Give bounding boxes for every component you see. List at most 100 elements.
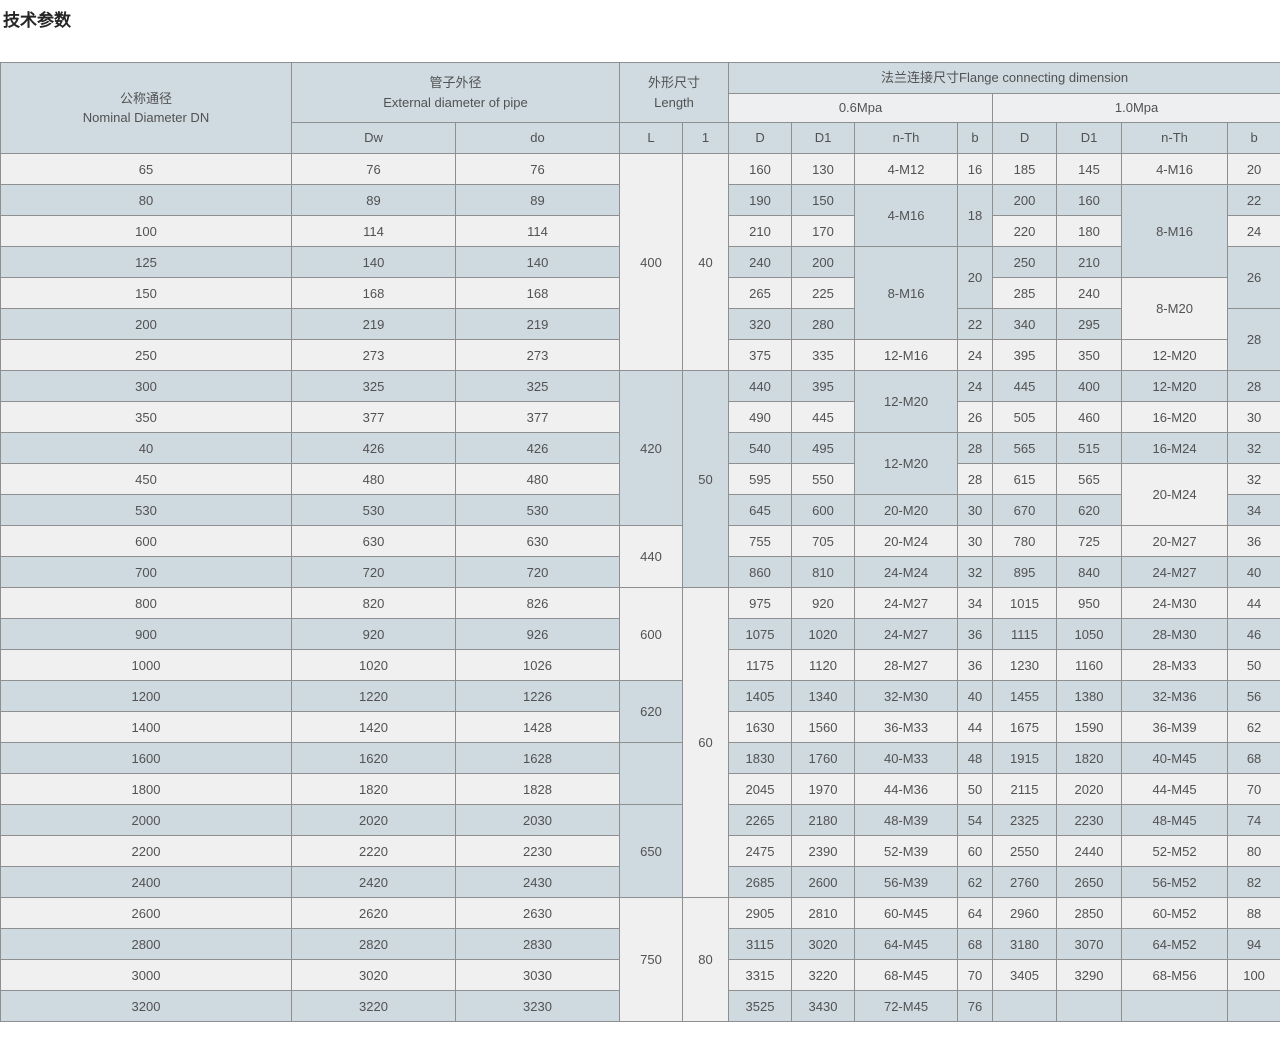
table-cell: 24 <box>957 370 994 402</box>
table-cell: 68-M56 <box>1121 959 1229 991</box>
table-cell: 12-M20 <box>854 370 959 433</box>
table-cell: 630 <box>291 525 456 557</box>
table-cell: 100 <box>0 215 292 247</box>
table-cell: 89 <box>291 184 456 216</box>
table-row: 2400 2420 2430 2685 2600 56-M39 62 2760 2650 56-M… <box>0 866 1280 898</box>
table-cell: 60 <box>957 835 994 867</box>
table-row: 1800 1820 1828 2045 1970 44-M36 50 2115 2020 44-M… <box>0 773 1280 805</box>
table-cell: 620 <box>1056 494 1123 526</box>
table-cell: 12-M20 <box>1121 370 1229 402</box>
table-cell: 1428 <box>455 711 620 743</box>
table-cell: 28 <box>1227 308 1280 371</box>
table-cell: 12-M20 <box>854 432 959 495</box>
table-cell: 950 <box>1056 587 1123 619</box>
table-cell: 65 <box>0 153 292 185</box>
table-cell: 1226 <box>455 680 620 712</box>
table-cell: 3180 <box>992 928 1058 960</box>
table-cell: 1200 <box>0 680 292 712</box>
table-cell: 3000 <box>0 959 292 991</box>
table-cell: 2620 <box>291 897 456 929</box>
table-cell: 28 <box>957 432 994 464</box>
table-cell: 2850 <box>1056 897 1123 929</box>
table-cell: 565 <box>1056 463 1123 495</box>
table-cell: 16-M24 <box>1121 432 1229 464</box>
table-cell: 3115 <box>728 928 793 960</box>
table-cell: 20-M20 <box>854 494 959 526</box>
table-cell: 56 <box>1227 680 1280 712</box>
table-cell: 44 <box>957 711 994 743</box>
table-cell: 530 <box>0 494 292 526</box>
table-cell: 74 <box>1227 804 1280 836</box>
header-pipe-en: External diameter of pipe <box>383 94 528 110</box>
table-cell: 840 <box>1056 556 1123 588</box>
table-cell: 26 <box>1227 246 1280 309</box>
table-cell: 630 <box>455 525 620 557</box>
table-cell: 1340 <box>791 680 856 712</box>
table-cell: 40 <box>957 680 994 712</box>
table-cell: 40 <box>681 153 730 371</box>
table-cell: 34 <box>957 587 994 619</box>
table-cell: 70 <box>1227 773 1280 805</box>
table-row: 600 630 630 440 755 705 20-M24 30 780 725 20-M27 36 <box>0 525 1280 588</box>
table-cell: 2820 <box>291 928 456 960</box>
page-title: 技术参数 <box>3 11 71 30</box>
table-cell: 60-M45 <box>854 897 959 929</box>
table-cell: 725 <box>1056 525 1123 557</box>
table-cell: 40 <box>1227 556 1280 588</box>
table-cell: 595 <box>728 463 793 495</box>
table-cell <box>1227 990 1280 1022</box>
table-cell: 1828 <box>455 773 620 805</box>
table-cell: 24-M24 <box>854 556 959 588</box>
table-cell: 68 <box>957 928 994 960</box>
table-cell: 1820 <box>1056 742 1123 774</box>
table-cell: 550 <box>791 463 856 495</box>
table-cell: 240 <box>1056 277 1123 309</box>
table-cell: 1015 <box>992 587 1058 619</box>
table-cell: 480 <box>291 463 456 495</box>
table-cell: 48 <box>957 742 994 774</box>
table-cell: 28-M33 <box>1121 649 1229 681</box>
table-cell: 2600 <box>791 866 856 898</box>
table-cell: 2760 <box>992 866 1058 898</box>
table-cell: 36 <box>957 618 994 650</box>
table-cell: 565 <box>992 432 1058 464</box>
table-cell: 1220 <box>291 680 456 712</box>
table-cell: 240 <box>728 246 793 278</box>
table-cell <box>619 742 683 805</box>
table-row: 2000 2020 2030 650 2265 2180 48-M39 54 2325 2230 4… <box>0 804 1280 898</box>
table-cell: 530 <box>291 494 456 526</box>
table-row: 80 89 89 190 150 4-M16 18 200 160 8-M16 22 <box>0 184 1280 278</box>
table-cell: 28-M30 <box>1121 618 1229 650</box>
table-cell: 180 <box>1056 215 1123 247</box>
table-cell: 64-M45 <box>854 928 959 960</box>
table-row: 1400 1420 1428 1630 1560 36-M33 44 1675 1590 36-M… <box>0 711 1280 743</box>
table-cell: 60 <box>681 587 730 898</box>
header-length-en: Length <box>654 94 694 110</box>
table-cell: 350 <box>0 401 292 433</box>
spec-table: 公称通径 Nominal Diameter DN 管子外径 External d… <box>0 62 1280 1022</box>
table-cell: 1675 <box>992 711 1058 743</box>
table-cell: 32-M36 <box>1121 680 1229 712</box>
table-cell: 1620 <box>291 742 456 774</box>
table-cell: 3315 <box>728 959 793 991</box>
header-pressure-06: 0.6Mpa <box>728 93 994 123</box>
table-cell: 50 <box>1227 649 1280 681</box>
table-cell: 30 <box>957 525 994 557</box>
table-cell: 1600 <box>0 742 292 774</box>
table-cell: 40-M45 <box>1121 742 1229 774</box>
table-cell: 426 <box>455 432 620 464</box>
header-col-nth-06: n-Th <box>854 122 959 154</box>
table-cell: 24-M27 <box>854 618 959 650</box>
table-cell: 440 <box>619 525 683 588</box>
table-cell: 36-M39 <box>1121 711 1229 743</box>
table-cell: 1820 <box>291 773 456 805</box>
table-cell: 50 <box>681 370 730 588</box>
table-cell: 670 <box>992 494 1058 526</box>
table-cell: 2325 <box>992 804 1058 836</box>
table-cell: 64-M52 <box>1121 928 1229 960</box>
table-cell: 1915 <box>992 742 1058 774</box>
table-cell: 219 <box>455 308 620 340</box>
table-cell: 170 <box>791 215 856 247</box>
table-cell: 800 <box>0 587 292 619</box>
table-cell: 810 <box>791 556 856 588</box>
